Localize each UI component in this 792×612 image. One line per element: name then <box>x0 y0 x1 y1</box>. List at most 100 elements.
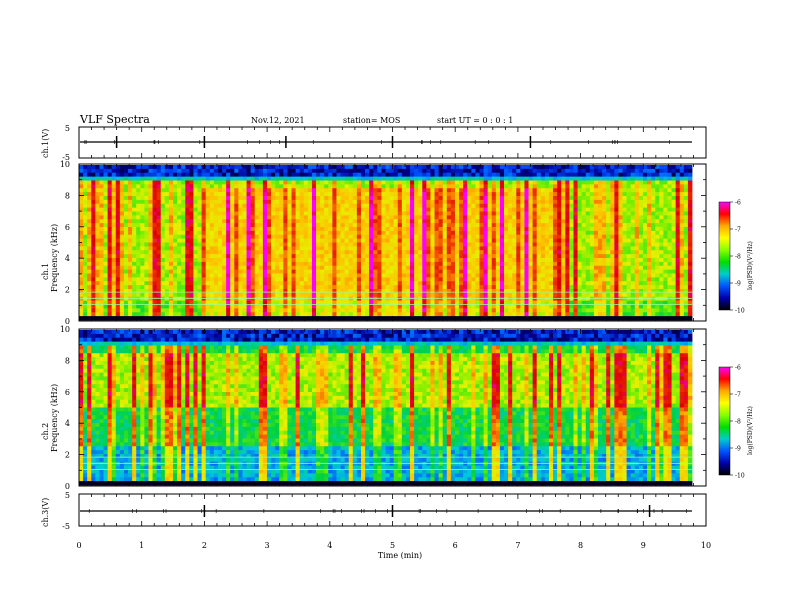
spectrogram-cell <box>446 172 452 178</box>
spectrogram-cell <box>418 277 423 282</box>
spectrogram-cell <box>630 219 636 224</box>
spectrogram-cell <box>516 207 521 212</box>
spectrogram-cell <box>499 230 505 236</box>
spectrogram-cell <box>99 254 104 259</box>
spectrogram-cell <box>446 211 452 216</box>
spectrogram-cell <box>348 172 354 178</box>
spectrogram-cell <box>303 254 309 259</box>
spectrogram-cell <box>687 273 693 278</box>
spectrogram-cell <box>242 254 247 259</box>
spectrogram-cell <box>536 184 542 189</box>
spectrogram-cell <box>651 254 656 259</box>
spectrogram-cell <box>136 258 141 263</box>
spectrogram-cell <box>450 168 456 174</box>
spectrogram-cell <box>234 258 239 263</box>
spectrogram-cell <box>287 223 292 228</box>
spectrogram-cell <box>459 269 464 274</box>
spectrogram-cell <box>352 180 358 185</box>
spectrogram-cell <box>185 242 190 247</box>
spectrogram-cell <box>618 223 623 228</box>
spectrogram-cell <box>87 172 92 178</box>
spectrogram-cell <box>401 273 407 278</box>
spectrogram-cell <box>454 277 460 282</box>
spectrogram-cell <box>177 165 182 170</box>
spectrogram-cell <box>528 273 534 278</box>
spectrogram-cell <box>217 273 223 278</box>
spectrogram-cell <box>209 238 215 243</box>
spectrogram-cell <box>655 172 660 178</box>
spectrogram-cell <box>344 246 350 251</box>
spectrogram-cell <box>659 230 664 236</box>
spectrogram-cell <box>647 285 652 290</box>
spectrogram-cell <box>238 199 243 205</box>
spectrogram-cell <box>266 172 272 178</box>
spectrogram-cell <box>655 219 660 224</box>
spectrogram-cell <box>516 219 521 224</box>
spectrogram-cell <box>516 281 521 286</box>
spectrogram-cell <box>213 258 219 263</box>
spectrogram-cell <box>565 215 570 220</box>
spectrogram-cell <box>369 238 374 243</box>
spectrogram-cell <box>504 211 509 216</box>
spectrogram-cell <box>181 234 186 240</box>
spectrogram-cell <box>401 196 407 201</box>
spectrogram-cell <box>205 203 211 209</box>
spectrogram-cell <box>197 219 202 224</box>
spectrogram-cell <box>266 180 272 185</box>
spectrogram-cell <box>536 269 542 274</box>
spectrogram-cell <box>593 165 599 170</box>
spectrogram-cell <box>242 238 247 243</box>
spectrogram-cell <box>193 203 198 209</box>
spectrogram-cell <box>295 277 301 282</box>
spectrogram-cell <box>352 207 358 212</box>
spectrogram-cell <box>230 265 235 271</box>
spectrogram-cell <box>610 277 615 282</box>
spectrogram-cell <box>512 188 517 193</box>
spectrogram-cell <box>369 285 374 290</box>
spectrogram-cell <box>95 172 100 178</box>
spectrogram-cell <box>177 192 182 197</box>
spectrogram-cell <box>136 289 141 294</box>
spectrogram-cell <box>271 273 276 278</box>
spectrogram-cell <box>316 211 321 216</box>
spectrogram-cell <box>222 285 227 290</box>
spectrogram-cell <box>332 238 337 243</box>
spectrogram-cell <box>532 281 538 286</box>
spectrogram-cell <box>271 172 276 178</box>
spectrogram-cell <box>487 289 493 294</box>
spectrogram-cell <box>172 168 178 174</box>
spectrogram-cell <box>307 215 313 220</box>
spectrogram-cell <box>602 246 607 251</box>
spectrogram-cell <box>193 246 198 251</box>
spectrogram-cell <box>397 277 403 282</box>
spectrogram-cell <box>573 188 578 193</box>
spectrogram-cell <box>467 192 472 197</box>
spectrogram-cell <box>79 172 84 178</box>
spectrogram-cell <box>434 207 440 212</box>
spectrogram-cell <box>287 172 292 178</box>
spectrogram-cell <box>389 250 395 255</box>
spectrogram-cell <box>450 192 456 197</box>
spectrogram-cell <box>651 246 656 251</box>
spectrogram-cell <box>438 196 444 201</box>
spectrogram-cell <box>487 227 493 232</box>
spectrogram-cell <box>177 180 182 185</box>
spectrogram-cell <box>250 188 256 193</box>
spectrogram-cell <box>442 258 448 263</box>
spectrogram-cell <box>201 199 207 205</box>
spectrogram-cell <box>504 199 509 205</box>
spectrogram-cell <box>454 192 460 197</box>
spectrogram-cell <box>487 172 493 178</box>
spectrogram-cell <box>238 238 243 243</box>
spectrogram-cell <box>471 277 476 282</box>
spectrogram-cell <box>99 238 104 243</box>
spectrogram-cell <box>177 269 182 274</box>
spectrogram-cell <box>614 168 619 174</box>
spectrogram-cell <box>459 165 464 170</box>
spectrogram-cell <box>638 242 644 247</box>
spectrogram-cell <box>483 281 489 286</box>
spectrogram-cell <box>164 269 170 274</box>
spectrogram-cell <box>434 223 440 228</box>
spectrogram-cell <box>205 165 211 170</box>
spectrogram-cell <box>132 234 137 240</box>
